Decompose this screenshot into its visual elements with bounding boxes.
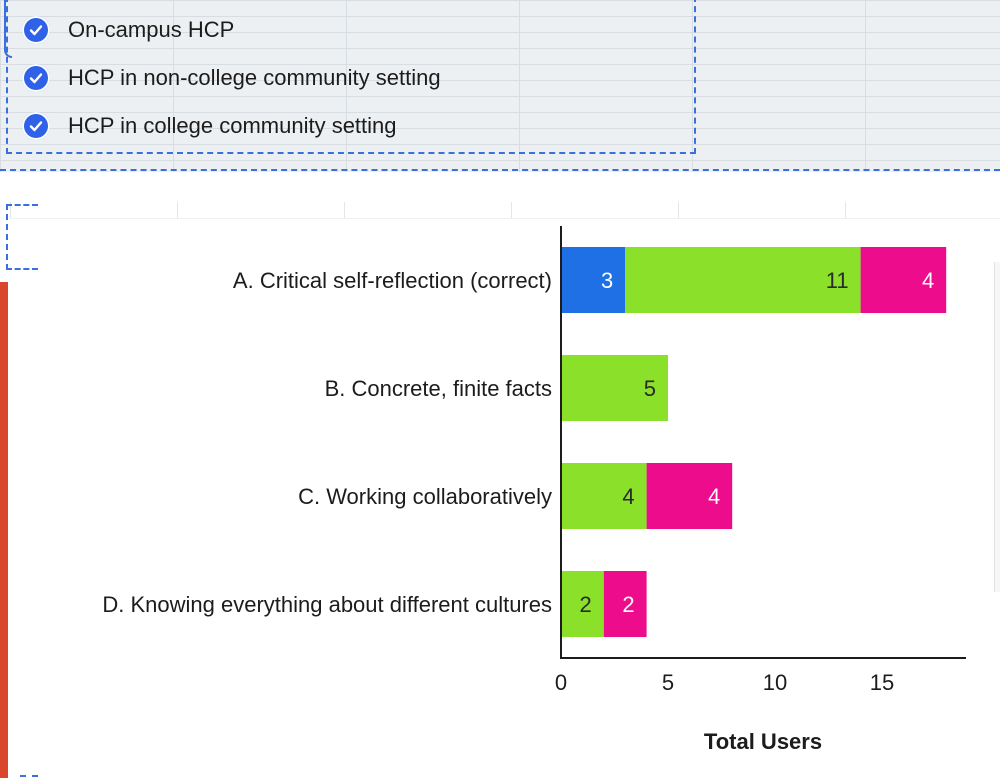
data-label: 4: [708, 484, 720, 509]
category-label: A. Critical self-reflection (correct): [233, 268, 552, 293]
selection-dashed-border: [20, 775, 38, 777]
x-tick-label: 5: [662, 670, 674, 695]
x-tick-label: 0: [555, 670, 567, 695]
data-label: 4: [622, 484, 634, 509]
axes: 0 5 10 15: [555, 226, 966, 695]
legend-item-on-campus[interactable]: On-campus HCP: [22, 14, 234, 46]
bar-segment-1-2[interactable]: [625, 247, 861, 313]
legend-label: HCP in non-college community setting: [68, 65, 441, 90]
x-tick-label: 15: [870, 670, 894, 695]
category-label: B. Concrete, finite facts: [325, 376, 552, 401]
spreadsheet-background: [0, 0, 1000, 172]
data-label: 2: [580, 592, 592, 617]
checkbox-checked-icon[interactable]: [22, 112, 50, 140]
bar-segment-4-2[interactable]: [561, 571, 604, 637]
right-panel-edge: [994, 262, 1000, 592]
bar-segment-1-3[interactable]: [860, 247, 947, 313]
selection-dashed-border: [0, 169, 1000, 171]
checkbox-checked-icon[interactable]: [22, 64, 50, 92]
x-tick-label: 10: [763, 670, 787, 695]
side-panel-edge: [0, 282, 8, 778]
category-label: C. Working collaboratively: [298, 484, 552, 509]
bars-group: 3 11 4 5 4 4 2 2: [561, 247, 947, 637]
data-label: 11: [826, 268, 849, 293]
bar-segment-2-2[interactable]: [561, 355, 668, 421]
category-label: D. Knowing everything about different cu…: [102, 592, 552, 617]
data-label: 3: [601, 268, 613, 293]
legend-label: On-campus HCP: [68, 17, 235, 42]
bar-segment-3-3[interactable]: [646, 463, 733, 529]
legend-panel[interactable]: On-campus HCP HCP in non-college communi…: [4, 0, 696, 154]
bar-segment-1-1[interactable]: [561, 247, 626, 313]
checkbox-checked-icon[interactable]: [22, 16, 50, 44]
legend-item-non-college-community[interactable]: HCP in non-college community setting: [22, 62, 441, 94]
data-label: 5: [644, 376, 656, 401]
selection-handle[interactable]: [6, 204, 38, 270]
bar-segment-4-3[interactable]: [603, 571, 647, 637]
data-label: 2: [622, 592, 634, 617]
x-axis-title: Total Users: [704, 729, 822, 754]
legend-item-college-community[interactable]: HCP in college community setting: [22, 110, 397, 142]
grid-strip: [10, 202, 1000, 219]
category-labels: A. Critical self-reflection (correct) B. …: [102, 268, 552, 617]
legend-label: HCP in college community setting: [68, 113, 397, 138]
data-label: 4: [922, 268, 934, 293]
bar-segment-3-2[interactable]: [561, 463, 647, 529]
